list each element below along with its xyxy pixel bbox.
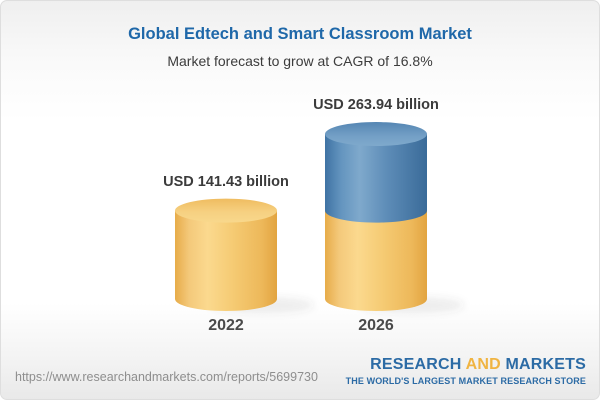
logo-tagline: THE WORLD'S LARGEST MARKET RESEARCH STOR… <box>345 376 586 386</box>
research-and-markets-logo: RESEARCH AND MARKETS THE WORLD'S LARGEST… <box>346 356 586 386</box>
logo-word-markets: MARKETS <box>505 356 586 373</box>
bar-category-label: 2022 <box>208 317 244 334</box>
logo-word-and: AND <box>465 356 501 373</box>
logo-word-research: RESEARCH <box>370 356 462 373</box>
chart-title: Global Edtech and Smart Classroom Market <box>128 25 472 43</box>
chart-subtitle: Market forecast to grow at CAGR of 16.8% <box>167 53 433 69</box>
bar-value-label: USD 263.94 billion <box>313 97 439 114</box>
bar-category-label: 2026 <box>358 317 394 334</box>
logo-wordmark: RESEARCH AND MARKETS <box>346 356 586 374</box>
report-url: https://www.researchandmarkets.com/repor… <box>15 370 318 384</box>
bar-value-label: USD 141.43 billion <box>163 173 289 190</box>
cylinders <box>175 122 464 313</box>
